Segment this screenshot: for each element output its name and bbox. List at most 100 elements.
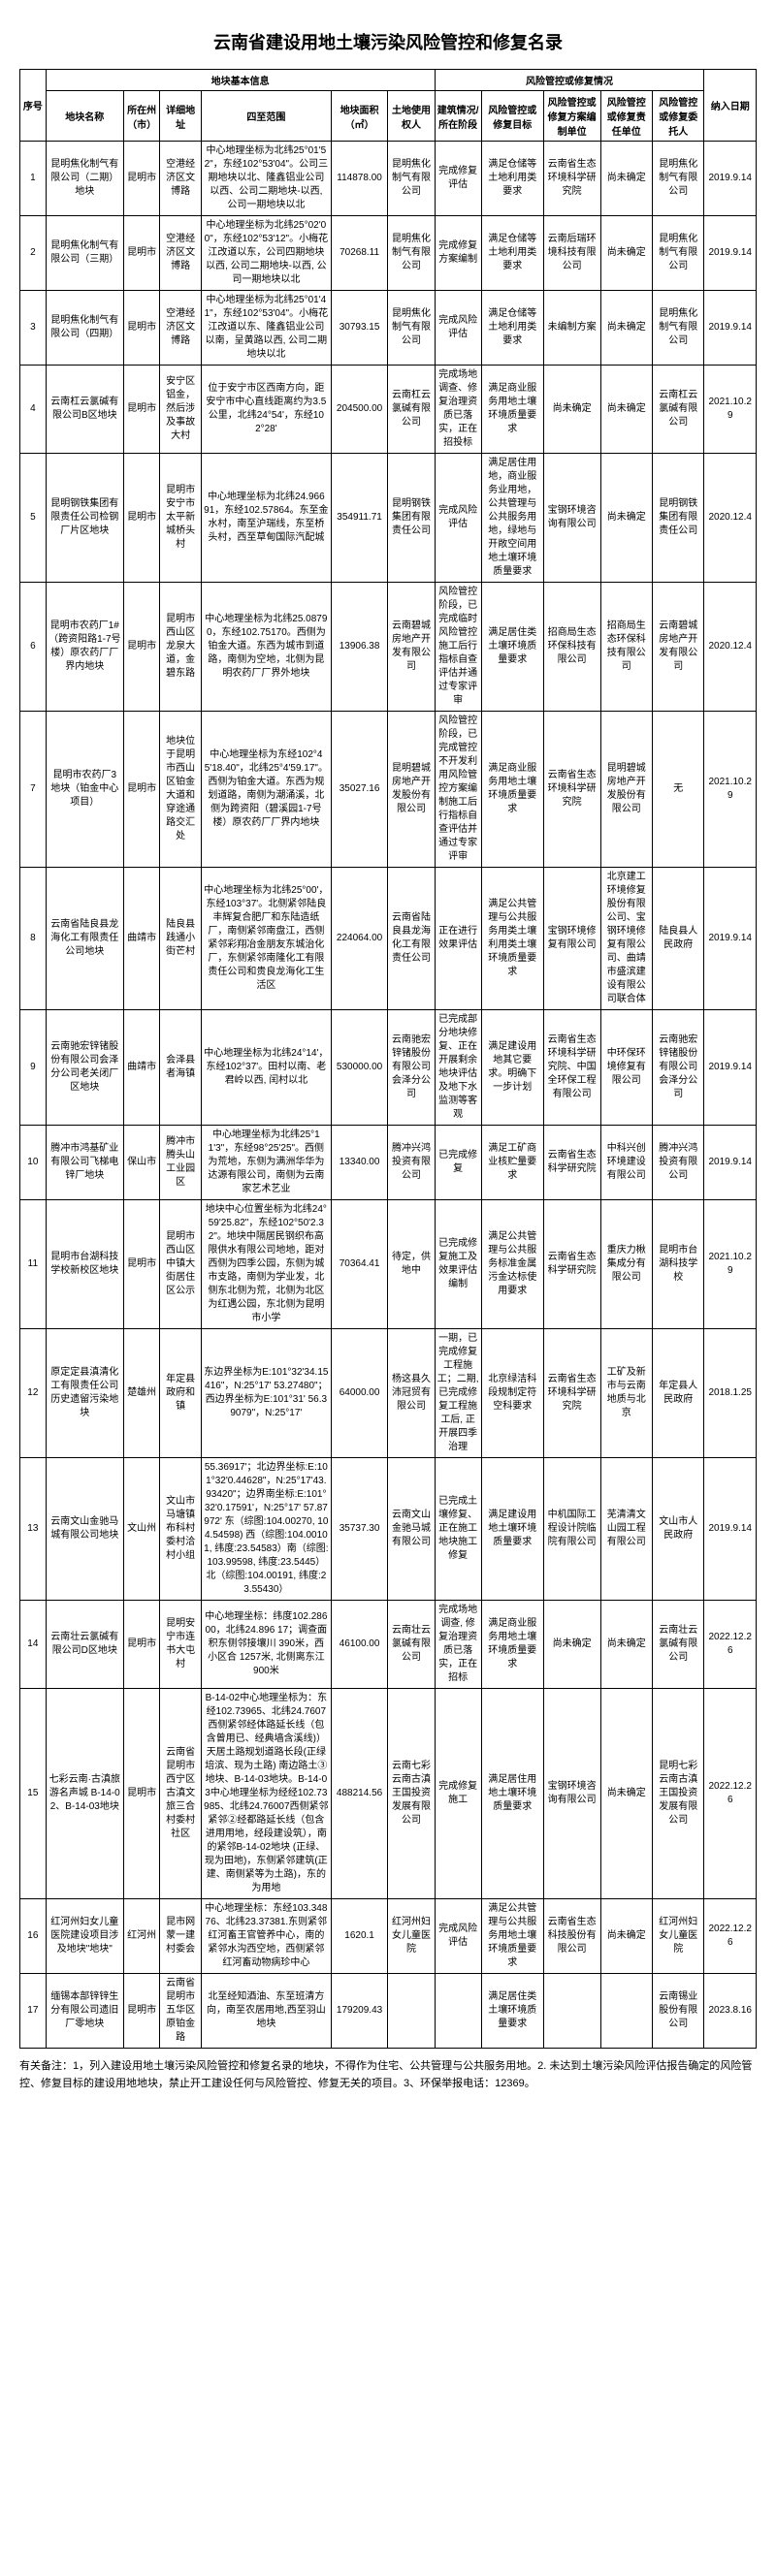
- cell-city: 红河州: [123, 1899, 159, 1974]
- cell-resp: 尚未确定: [600, 1601, 652, 1689]
- cell-pollute: 已完成修复: [435, 1126, 481, 1200]
- header-bounds: 四至范围: [202, 91, 332, 142]
- cell-bounds: 中心地理坐标为北纬24.966 91，东经102.57864。东至金水村，南至沪…: [202, 454, 332, 583]
- cell-pollute: [435, 1974, 481, 2049]
- cell-date: 2021.10.29: [704, 712, 757, 868]
- cell-resp: 尚未确定: [600, 366, 652, 454]
- cell-pollute: 一期，已完成修复工程施工；二期, 已完成修复工程施工后, 正开展四季治理: [435, 1329, 481, 1458]
- cell-addr: 安宁区铝金，然后涉及事故大村: [160, 366, 202, 454]
- cell-resp: 尚未确定: [600, 291, 652, 366]
- cell-control: 云南省生态环境科学研究院、中国全环保工程有限公司: [543, 1010, 600, 1126]
- cell-name: 缅锡本部锌锌生分有限公司遗旧厂零地块: [46, 1974, 123, 2049]
- cell-trust: 腾冲兴鸿投资有限公司: [653, 1126, 704, 1200]
- cell-name: 昆明焦化制气有限公司（三期）: [46, 216, 123, 291]
- cell-city: 楚雄州: [123, 1329, 159, 1458]
- cell-name: 云南驰宏锌锗股份有限公司会泽分公司老关闭厂区地块: [46, 1010, 123, 1126]
- cell-date: 2019.9.14: [704, 1126, 757, 1200]
- cell-seq: 6: [20, 583, 47, 712]
- cell-bounds: 中心地理坐标为北纬25.08790，东经102.75170。西侧为铂金大道。东西…: [202, 583, 332, 712]
- cell-pollute: 风险管控阶段，已完成管控不开发利用风险管控方案编制施工后行指标自查评估并通过专家…: [435, 712, 481, 868]
- cell-bounds: 中心地理坐标：东经103.34876、北纬23.37381.东则紧邻红河畜王官管…: [202, 1899, 332, 1974]
- cell-owner: 昆明焦化制气有限公司: [388, 142, 435, 216]
- cell-owner: 昆明碧城房地产开发股份有限公司: [388, 712, 435, 868]
- cell-resp: 昆明碧城房地产开发股份有限公司: [600, 712, 652, 868]
- data-table: 序号 地块基本信息 风险管控或修复情况 纳入日期 地块名称 所在州（市） 详细地…: [19, 69, 757, 2049]
- header-area: 地块面积（㎡）: [331, 91, 388, 142]
- cell-target: 满足居住类土壤环境质量要求: [481, 583, 543, 712]
- table-row: 16红河州妇女儿童医院建设项目涉及地块"地块"红河州昆市网蒙一建村委会中心地理坐…: [20, 1899, 757, 1974]
- cell-trust: 昆明钢铁集团有限责任公司: [653, 454, 704, 583]
- cell-addr: 空港经济区文博路: [160, 291, 202, 366]
- cell-addr: 空港经济区文博路: [160, 216, 202, 291]
- cell-control: 尚未确定: [543, 366, 600, 454]
- cell-pollute: 完成风险评估: [435, 1899, 481, 1974]
- cell-seq: 17: [20, 1974, 47, 2049]
- cell-area: 46100.00: [331, 1601, 388, 1689]
- cell-resp: 尚未确定: [600, 1689, 652, 1899]
- cell-trust: 无: [653, 712, 704, 868]
- header-seq: 序号: [20, 70, 47, 142]
- cell-target: 满足建设用地其它要求。明确下一步计划: [481, 1010, 543, 1126]
- cell-owner: 昆明钢铁集团有限责任公司: [388, 454, 435, 583]
- cell-target: 满足商业服务用地土壤环境质量要求: [481, 1601, 543, 1689]
- header-owner: 土地使用权人: [388, 91, 435, 142]
- cell-target: 满足工矿商业核贮量要求: [481, 1126, 543, 1200]
- cell-target: 北京绿洁科段规制定符空科要求: [481, 1329, 543, 1458]
- cell-trust: 昆明市台湖科技学校: [653, 1200, 704, 1329]
- cell-control: 宝钢环境修复有限公司: [543, 868, 600, 1010]
- cell-addr: 昆市网蒙一建村委会: [160, 1899, 202, 1974]
- cell-addr: 昆明安宁市连书大屯村: [160, 1601, 202, 1689]
- cell-resp: 招商局生态环保科技有限公司: [600, 583, 652, 712]
- header-trust: 风险管控或修复委托人: [653, 91, 704, 142]
- cell-target: 满足仓储等土地利用类要求: [481, 142, 543, 216]
- table-row: 12原定定县滇清化工有限责任公司历史遗留污染地块楚雄州年定县政府和镇东边界坐标为…: [20, 1329, 757, 1458]
- table-row: 7昆明市农药厂3地块（铂金中心项目）昆明市地块位于昆明市西山区铂金大道和穿途通路…: [20, 712, 757, 868]
- header-date: 纳入日期: [704, 70, 757, 142]
- cell-resp: 尚未确定: [600, 1899, 652, 1974]
- table-row: 1昆明焦化制气有限公司（二期）地块昆明市空港经济区文博路中心地理坐标为北纬25°…: [20, 142, 757, 216]
- cell-target: 满足居住类土壤环境质量要求: [481, 1974, 543, 2049]
- cell-addr: 地块位于昆明市西山区铂金大道和穿途通路交汇处: [160, 712, 202, 868]
- cell-control: 招商局生态环保科技有限公司: [543, 583, 600, 712]
- cell-date: 2023.8.16: [704, 1974, 757, 2049]
- cell-city: 昆明市: [123, 712, 159, 868]
- cell-owner: 腾冲兴鸿投资有限公司: [388, 1126, 435, 1200]
- header-target: 风险管控或修复目标: [481, 91, 543, 142]
- cell-trust: 陆良县人民政府: [653, 868, 704, 1010]
- cell-date: 2019.9.14: [704, 291, 757, 366]
- cell-bounds: 东边界坐标为E:101°32'34.15416"，N:25°17' 53.274…: [202, 1329, 332, 1458]
- cell-city: 曲靖市: [123, 868, 159, 1010]
- cell-date: 2019.9.14: [704, 868, 757, 1010]
- table-row: 6昆明市农药厂1#（跨资阳路1-7号楼）原农药厂厂界内地块昆明市昆明市西山区龙泉…: [20, 583, 757, 712]
- cell-date: 2022.12.26: [704, 1899, 757, 1974]
- cell-trust: 云南碧城房地产开发有限公司: [653, 583, 704, 712]
- cell-control: 云南省生态科学研究院: [543, 1126, 600, 1200]
- cell-pollute: 完成修复方案编制: [435, 216, 481, 291]
- cell-control: 云南后瑞环境科技有限公司: [543, 216, 600, 291]
- cell-city: 昆明市: [123, 583, 159, 712]
- cell-control: [543, 1974, 600, 2049]
- cell-name: 红河州妇女儿童医院建设项目涉及地块"地块": [46, 1899, 123, 1974]
- cell-name: 原定定县滇清化工有限责任公司历史遗留污染地块: [46, 1329, 123, 1458]
- table-row: 4云南杠云氯碱有限公司B区地块昆明市安宁区铝金，然后涉及事故大村位于安宁市区西南…: [20, 366, 757, 454]
- cell-owner: [388, 1974, 435, 2049]
- cell-date: 2019.9.14: [704, 1458, 757, 1601]
- cell-area: 35737.30: [331, 1458, 388, 1601]
- cell-target: 满足商业服务用地土壤环境质量要求: [481, 366, 543, 454]
- cell-control: 尚未确定: [543, 1601, 600, 1689]
- cell-addr: 陆良县践通小街芒村: [160, 868, 202, 1010]
- cell-city: 昆明市: [123, 216, 159, 291]
- cell-owner: 杨这县久沛冠贸有限公司: [388, 1329, 435, 1458]
- cell-name: 昆明市农药厂1#（跨资阳路1-7号楼）原农药厂厂界内地块: [46, 583, 123, 712]
- cell-city: 文山州: [123, 1458, 159, 1601]
- cell-seq: 12: [20, 1329, 47, 1458]
- cell-target: 满足居住用地，商业服务业用地，公共管理与公共服务用地，绿地与开敞空间用地土壤环境…: [481, 454, 543, 583]
- cell-resp: 尚未确定: [600, 142, 652, 216]
- cell-seq: 7: [20, 712, 47, 868]
- cell-bounds: 中心地理坐标为北纬25°02'00"，东经102°53'12"。小梅花江改道以东…: [202, 216, 332, 291]
- cell-resp: [600, 1974, 652, 2049]
- cell-pollute: 完成修复施工: [435, 1689, 481, 1899]
- cell-area: 114878.00: [331, 142, 388, 216]
- cell-seq: 16: [20, 1899, 47, 1974]
- cell-area: 179209.43: [331, 1974, 388, 2049]
